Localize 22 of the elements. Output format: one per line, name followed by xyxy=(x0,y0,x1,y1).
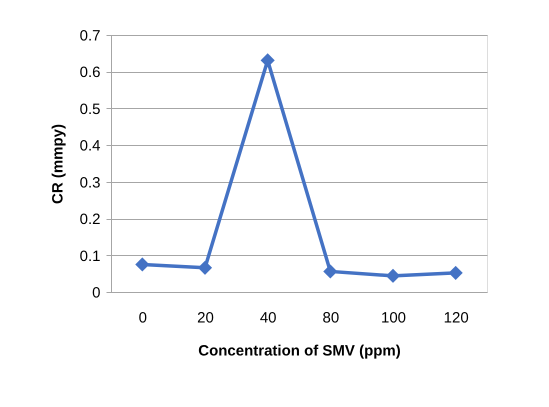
y-axis-title: CR (mmpy) xyxy=(50,124,67,204)
y-tick-label: 0.7 xyxy=(80,28,100,44)
point xyxy=(135,257,150,272)
x-tick-label: 0 xyxy=(138,310,148,326)
x-tick-label: 20 xyxy=(197,310,214,326)
x-tick-label: 40 xyxy=(260,310,277,326)
y-tick-label: 0.1 xyxy=(80,248,100,265)
y-tick-label: 0.2 xyxy=(80,211,100,228)
point xyxy=(323,264,338,279)
point xyxy=(198,260,212,275)
point xyxy=(386,268,400,283)
x-tick-label: 100 xyxy=(380,310,406,326)
point xyxy=(448,266,463,280)
point xyxy=(260,53,275,68)
x-axis-title: Concentration of SMV (ppm) xyxy=(198,342,401,360)
y-tick-label: 0.5 xyxy=(80,100,100,118)
y-tick-label: 0.4 xyxy=(80,138,100,155)
y-tick-label: 0.3 xyxy=(80,174,100,192)
x-tick-label: 80 xyxy=(322,310,340,326)
y-tick-label: 0.6 xyxy=(80,64,100,82)
x-tick-label: 120 xyxy=(444,310,469,326)
y-tick-label: 0 xyxy=(92,284,100,302)
